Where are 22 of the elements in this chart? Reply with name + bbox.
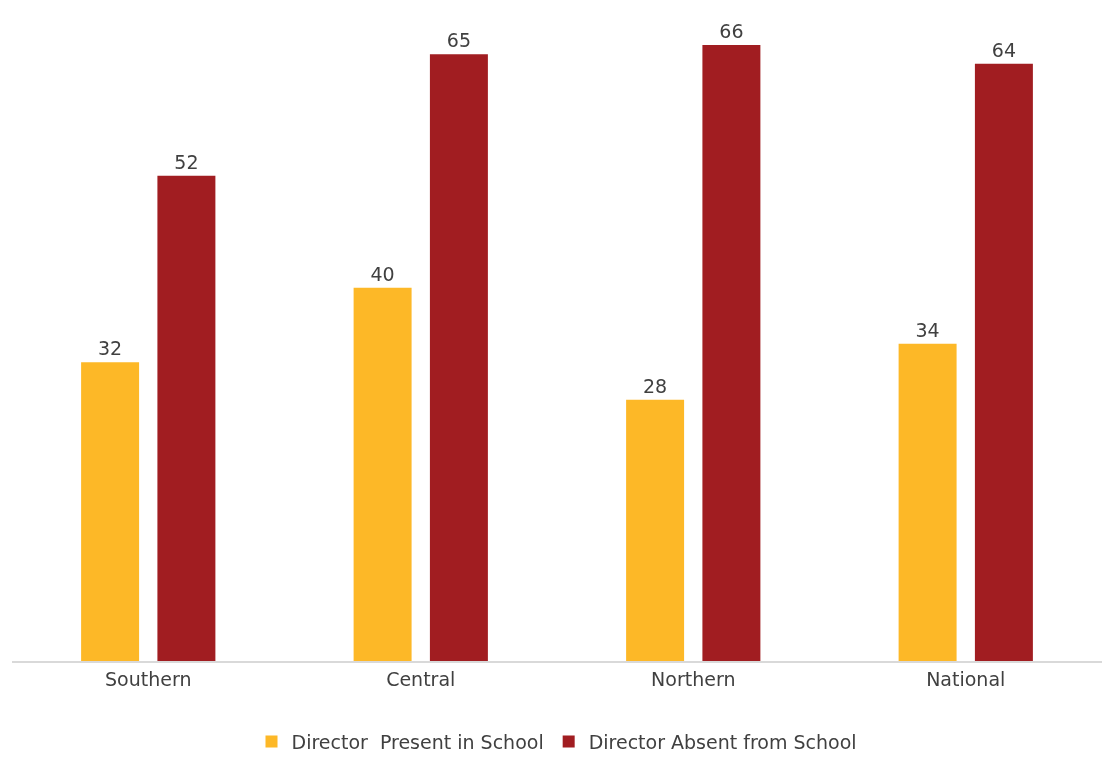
data-label: 34 xyxy=(915,318,940,341)
data-label: 66 xyxy=(719,20,744,42)
bar xyxy=(81,362,140,661)
data-label: 32 xyxy=(98,337,123,360)
data-label: 28 xyxy=(643,374,668,397)
legend-label: Director Present in School xyxy=(291,730,544,753)
data-label: 64 xyxy=(991,38,1016,61)
data-label: 52 xyxy=(174,150,199,173)
x-tick-label: National xyxy=(926,667,1006,690)
bar xyxy=(353,287,412,661)
x-tick-label: Southern xyxy=(105,667,192,690)
bar xyxy=(974,63,1033,661)
x-tick-label: Northern xyxy=(651,667,736,690)
data-label: 65 xyxy=(446,29,471,52)
bar xyxy=(429,54,488,661)
data-label: 40 xyxy=(370,262,395,285)
bar xyxy=(702,45,761,661)
legend-label: Director Absent from School xyxy=(588,730,857,753)
bar xyxy=(157,175,216,661)
bar xyxy=(898,343,957,661)
bar xyxy=(626,399,685,661)
x-tick-label: Central xyxy=(386,667,456,690)
